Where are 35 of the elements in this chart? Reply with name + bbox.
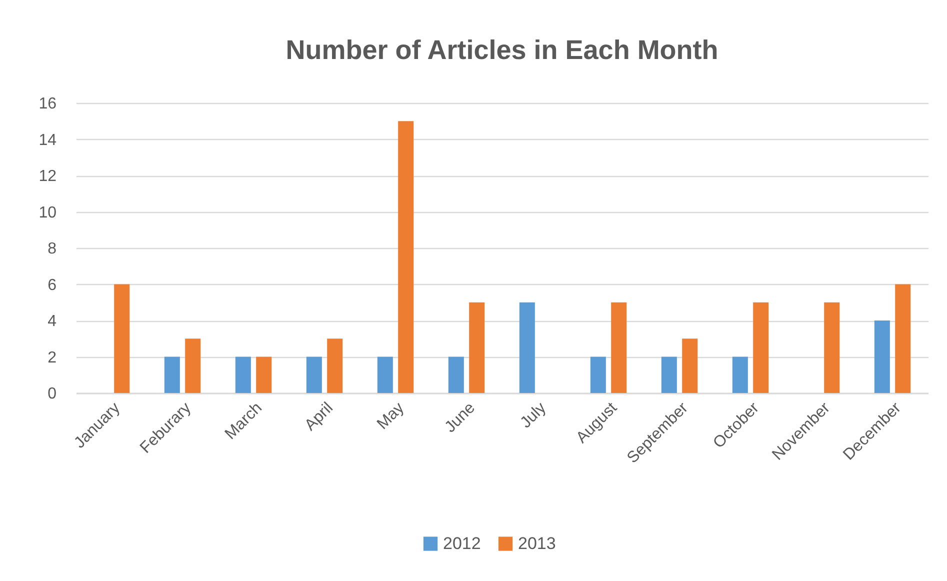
chart-title: Number of Articles in Each Month	[286, 35, 718, 65]
y-tick-label: 6	[48, 276, 57, 294]
y-tick-label: 4	[48, 313, 57, 330]
y-tick-label: 14	[38, 132, 57, 149]
bar	[185, 338, 201, 393]
bar	[661, 356, 677, 393]
bar	[448, 356, 464, 393]
bar	[398, 121, 414, 393]
bar	[895, 284, 911, 393]
y-tick-label: 2	[48, 349, 57, 366]
y-tick-label: 16	[38, 96, 57, 112]
bar	[164, 356, 180, 393]
y-tick-label: 10	[38, 204, 57, 222]
bar	[377, 356, 393, 393]
legend-label: 2012	[443, 534, 481, 553]
bar	[590, 356, 606, 393]
x-tick-label: May	[374, 400, 408, 433]
bar	[682, 338, 698, 393]
bar	[235, 356, 251, 393]
bar	[469, 302, 485, 393]
bar	[611, 302, 627, 393]
bar	[874, 320, 890, 393]
x-tick-label: July	[517, 400, 550, 432]
bar	[256, 356, 272, 393]
bar	[753, 302, 769, 393]
bar	[519, 302, 535, 393]
bar	[327, 338, 343, 393]
legend-label: 2013	[518, 534, 556, 553]
bar	[306, 356, 322, 393]
bar	[114, 284, 130, 393]
y-tick-label: 8	[48, 240, 57, 258]
y-tick-label: 12	[38, 168, 57, 185]
bar	[824, 302, 840, 393]
bar	[732, 356, 748, 393]
y-tick-label: 0	[48, 386, 57, 402]
